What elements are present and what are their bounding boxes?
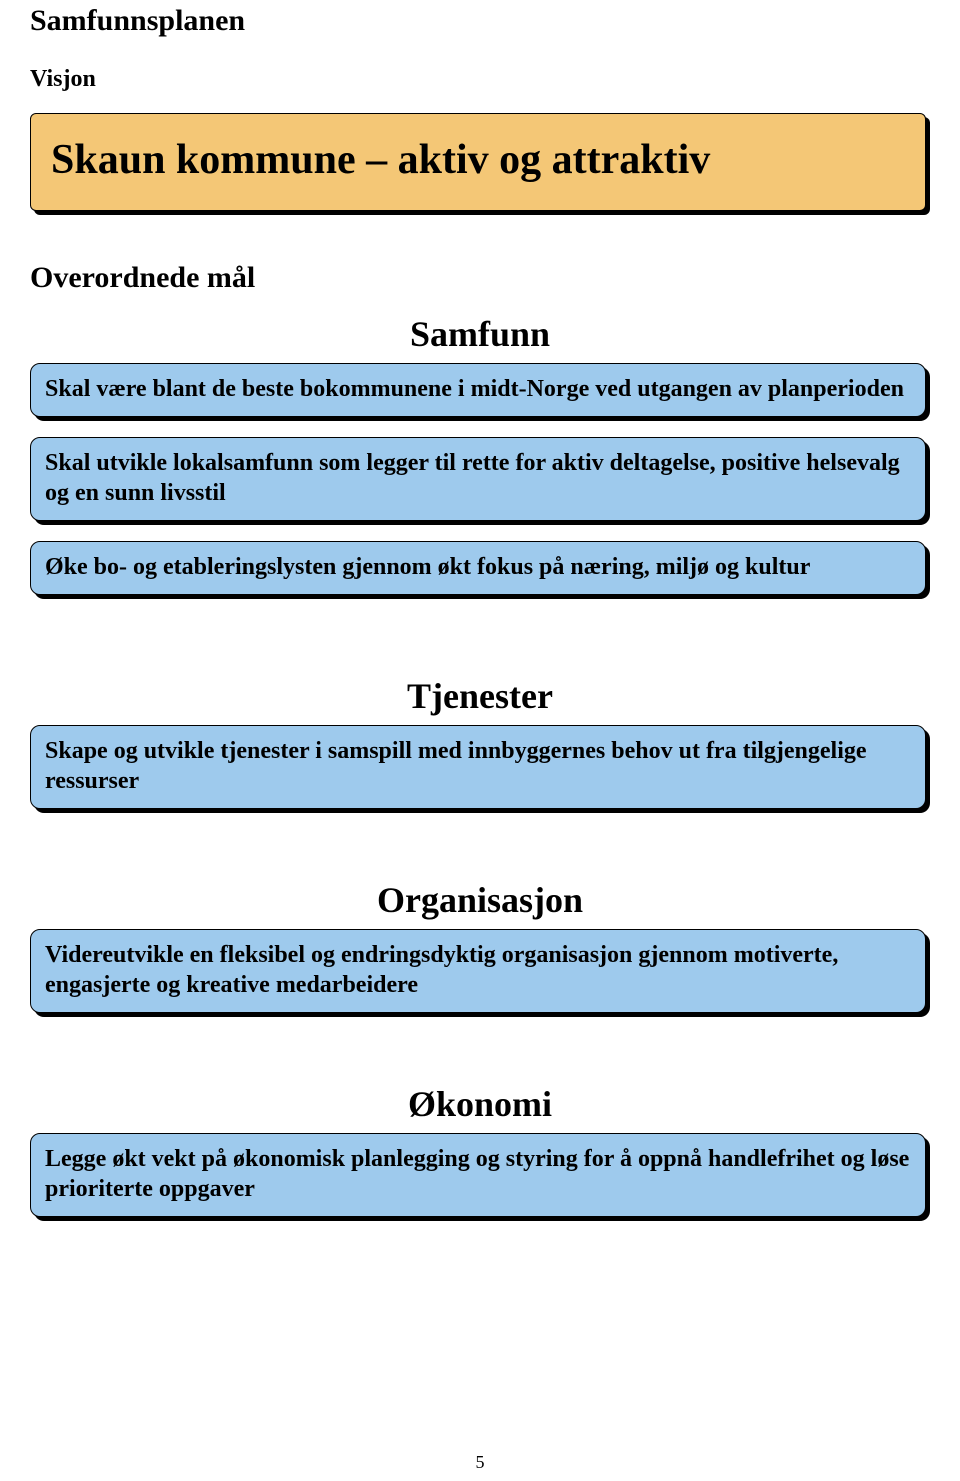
section-heading-organisasjon: Organisasjon bbox=[30, 879, 930, 921]
heading-overordnede-mal: Overordnede mål bbox=[30, 261, 930, 295]
vision-banner: Skaun kommune – aktiv og attraktiv bbox=[30, 113, 926, 211]
goal-box: Skape og utvikle tjenester i samspill me… bbox=[30, 725, 926, 809]
goal-box: Øke bo- og etableringslysten gjennom økt… bbox=[30, 541, 926, 595]
goal-text: Skal være blant de beste bokommunene i m… bbox=[45, 374, 911, 404]
goal-box: Skal utvikle lokalsamfunn som legger til… bbox=[30, 437, 926, 521]
goal-text: Skape og utvikle tjenester i samspill me… bbox=[45, 736, 911, 796]
goal-text: Legge økt vekt på økonomisk planlegging … bbox=[45, 1144, 911, 1204]
goal-box: Skal være blant de beste bokommunene i m… bbox=[30, 363, 926, 417]
section-heading-samfunn: Samfunn bbox=[30, 313, 930, 355]
goal-text: Videreutvikle en fleksibel og endringsdy… bbox=[45, 940, 911, 1000]
goal-box: Legge økt vekt på økonomisk planlegging … bbox=[30, 1133, 926, 1217]
goal-text: Øke bo- og etableringslysten gjennom økt… bbox=[45, 552, 911, 582]
page-title: Samfunnsplanen bbox=[30, 4, 930, 38]
subtitle-visjon: Visjon bbox=[30, 66, 930, 93]
section-heading-okonomi: Økonomi bbox=[30, 1083, 930, 1125]
goal-box: Videreutvikle en fleksibel og endringsdy… bbox=[30, 929, 926, 1013]
vision-banner-text: Skaun kommune – aktiv og attraktiv bbox=[51, 136, 905, 184]
goal-text: Skal utvikle lokalsamfunn som legger til… bbox=[45, 448, 911, 508]
page-number: 5 bbox=[0, 1452, 960, 1473]
section-heading-tjenester: Tjenester bbox=[30, 675, 930, 717]
